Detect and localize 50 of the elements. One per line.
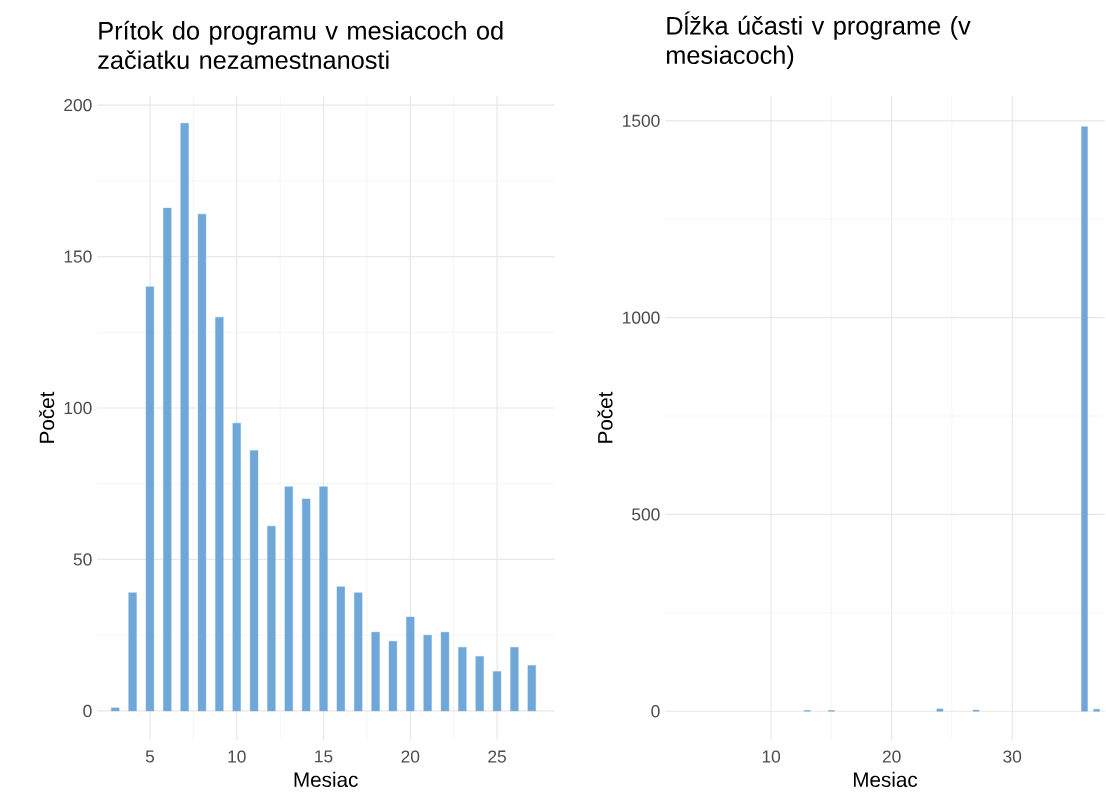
bar — [458, 647, 467, 712]
bar — [319, 486, 328, 712]
bar — [145, 286, 155, 712]
bar — [1081, 126, 1088, 712]
bar — [128, 592, 137, 712]
bar — [336, 586, 345, 712]
chart-title: Prítok do programu v mesiacoch od začiatku nezamestnanosti — [98, 20, 503, 70]
bar — [527, 665, 536, 712]
bar — [475, 656, 484, 712]
x-tick-label: 20 — [401, 750, 420, 763]
y-tick-label: 1000 — [623, 311, 660, 324]
bar — [492, 671, 502, 712]
y-axis-title: Počet — [597, 391, 613, 443]
y-tick-label: 50 — [73, 553, 92, 566]
bar — [197, 213, 207, 712]
y-tick-label: 200 — [64, 98, 92, 112]
x-tick-label: 20 — [882, 750, 901, 763]
bar — [163, 207, 172, 712]
x-tick-label: 25 — [488, 750, 506, 763]
x-tick-label: 30 — [1003, 750, 1022, 763]
x-axis-title: Mesiac — [294, 771, 358, 788]
x-tick-label: 10 — [228, 750, 246, 763]
bar — [215, 316, 224, 712]
x-tick-label: 5 — [145, 750, 155, 763]
x-tick-label: 15 — [315, 750, 333, 763]
bar — [440, 631, 450, 712]
chart-title: Dĺžka účasti v programe (v mesiacoch) — [666, 11, 971, 70]
y-tick-label: 0 — [83, 704, 92, 718]
y-tick-label: 150 — [64, 250, 92, 263]
bar — [388, 641, 398, 712]
bar — [371, 631, 380, 712]
y-axis-title: Počet — [38, 391, 55, 443]
bar — [267, 525, 276, 712]
y-tick-label: 1500 — [623, 114, 660, 127]
bar — [232, 422, 241, 712]
bar — [180, 123, 189, 712]
y-tick-label: 100 — [64, 401, 92, 415]
bar — [111, 707, 120, 712]
bar — [406, 616, 415, 712]
bar — [354, 592, 363, 712]
x-tick-label: 10 — [762, 750, 781, 763]
bar — [284, 486, 293, 712]
bar — [423, 634, 432, 712]
bar — [302, 498, 311, 712]
y-tick-label: 0 — [651, 705, 660, 718]
bar — [510, 647, 519, 712]
bar — [936, 708, 944, 712]
y-tick-label: 500 — [632, 508, 660, 521]
bar — [249, 450, 259, 712]
x-axis-title: Mesiac — [853, 771, 918, 788]
